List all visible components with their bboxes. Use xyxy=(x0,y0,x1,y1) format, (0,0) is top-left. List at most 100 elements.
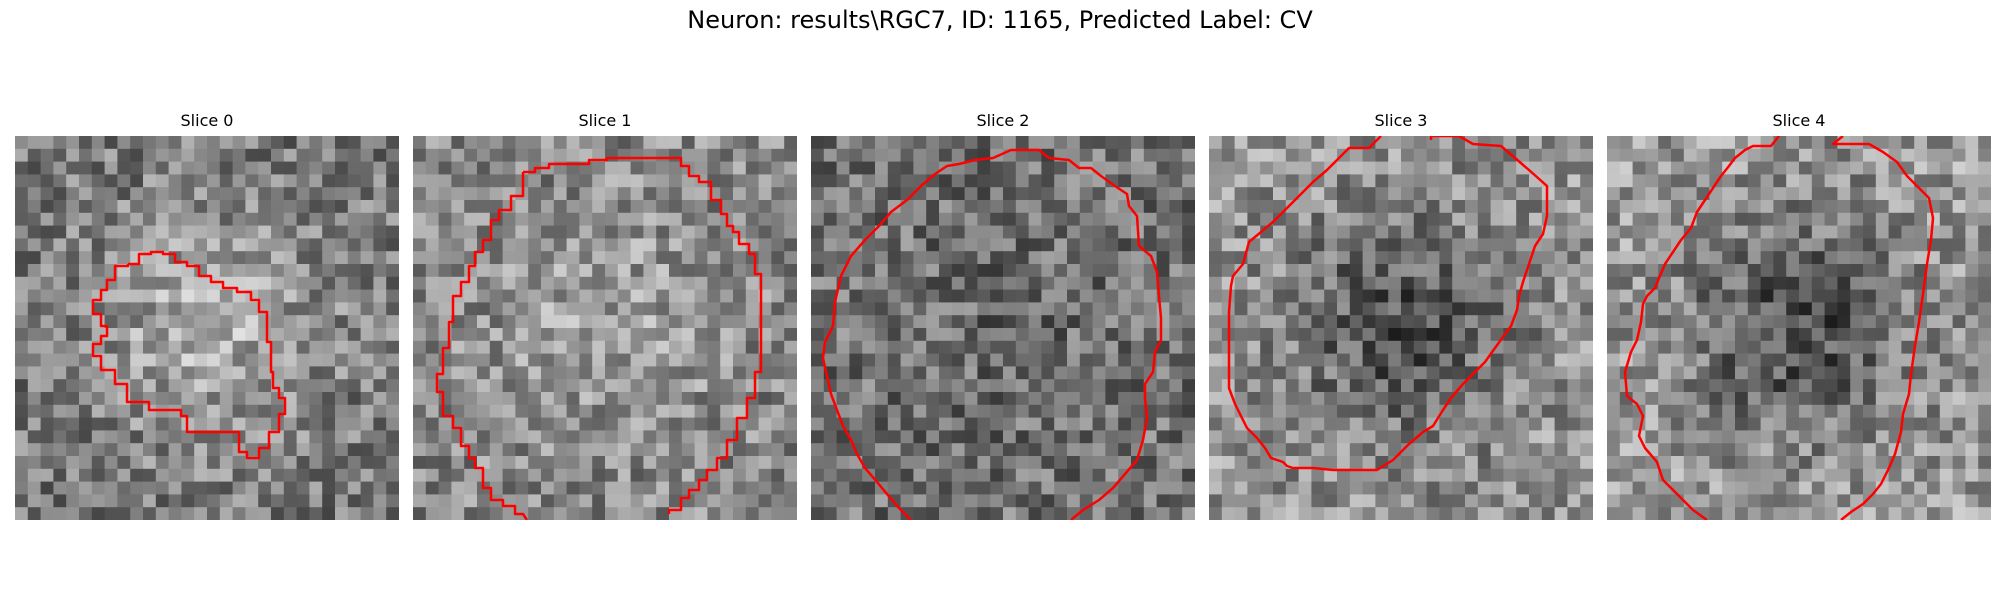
pixel xyxy=(811,264,825,278)
pixel xyxy=(207,417,221,431)
pixel xyxy=(964,161,978,175)
pixel xyxy=(707,417,721,431)
pixel xyxy=(194,212,208,227)
pixel xyxy=(875,238,889,252)
pixel xyxy=(1747,302,1762,316)
pixel xyxy=(823,404,838,419)
pixel xyxy=(515,481,529,495)
pixel xyxy=(1388,289,1402,303)
pixel xyxy=(1503,481,1517,495)
pixel xyxy=(1978,276,1991,291)
pixel xyxy=(964,404,978,419)
pixel xyxy=(1888,200,1902,214)
pixel xyxy=(1131,468,1145,483)
pixel xyxy=(1465,225,1479,239)
pixel xyxy=(1221,404,1236,419)
pixel xyxy=(849,392,863,406)
pixel xyxy=(130,187,144,201)
pixel xyxy=(1607,366,1621,380)
pixel xyxy=(1799,148,1813,163)
pixel xyxy=(1978,366,1991,380)
pixel xyxy=(939,417,953,431)
pixel xyxy=(1811,161,1826,175)
pixel xyxy=(1875,200,1890,214)
pixel xyxy=(1696,289,1710,303)
pixel xyxy=(1311,238,1325,252)
pixel xyxy=(1182,238,1195,252)
pixel xyxy=(1143,494,1158,508)
pixel xyxy=(1349,481,1364,495)
pixel xyxy=(1837,315,1851,329)
pixel xyxy=(1722,366,1736,380)
pixel xyxy=(579,507,593,520)
pixel xyxy=(1041,302,1055,316)
pixel xyxy=(1683,481,1698,495)
pixel xyxy=(1503,494,1517,508)
pixel xyxy=(502,340,516,355)
pixel xyxy=(1298,200,1312,214)
pixel xyxy=(425,174,440,188)
pixel xyxy=(219,507,234,520)
pixel xyxy=(1671,174,1685,188)
pixel xyxy=(1311,340,1325,355)
pixel xyxy=(1927,379,1941,393)
pixel xyxy=(964,494,978,508)
pixel xyxy=(1401,136,1415,150)
pixel xyxy=(1105,136,1119,150)
pixel xyxy=(541,340,555,355)
pixel xyxy=(1477,212,1492,227)
pixel xyxy=(1671,136,1685,150)
pixel xyxy=(438,494,452,508)
pixel xyxy=(1683,379,1698,393)
pixel xyxy=(605,494,619,508)
pixel xyxy=(1439,366,1453,380)
pixel xyxy=(155,200,170,214)
pixel xyxy=(219,315,234,329)
pixel xyxy=(1092,468,1106,483)
pixel xyxy=(605,251,619,265)
pixel xyxy=(1914,148,1928,163)
pixel xyxy=(964,443,978,457)
pixel xyxy=(15,187,29,201)
pixel xyxy=(489,379,504,393)
pixel xyxy=(656,468,670,483)
pixel xyxy=(939,456,953,470)
pixel xyxy=(1362,276,1376,291)
pixel xyxy=(926,225,940,239)
pixel xyxy=(1607,289,1621,303)
pixel xyxy=(489,289,504,303)
pixel xyxy=(681,328,696,342)
pixel xyxy=(1247,456,1261,470)
pixel xyxy=(168,238,182,252)
pixel xyxy=(1349,468,1364,483)
pixel xyxy=(1452,340,1466,355)
pixel xyxy=(1901,251,1915,265)
pixel xyxy=(143,187,157,201)
pixel xyxy=(1311,264,1325,278)
pixel xyxy=(528,443,542,457)
pixel xyxy=(1607,251,1621,265)
pixel xyxy=(1041,468,1055,483)
pixel xyxy=(1452,212,1466,227)
pixel xyxy=(53,353,67,367)
pixel xyxy=(823,200,838,214)
pixel xyxy=(964,353,978,367)
pixel xyxy=(53,417,67,431)
pixel xyxy=(489,353,504,367)
pixel xyxy=(1773,174,1787,188)
pixel xyxy=(1041,404,1055,419)
pixel xyxy=(373,225,387,239)
pixel xyxy=(553,507,568,520)
pixel xyxy=(1477,161,1492,175)
pixel xyxy=(1247,366,1261,380)
pixel xyxy=(1375,302,1389,316)
pixel xyxy=(579,366,593,380)
pixel xyxy=(181,328,195,342)
pixel xyxy=(322,366,336,380)
pixel xyxy=(605,468,619,483)
pixel xyxy=(1773,430,1787,444)
pixel xyxy=(335,507,349,520)
pixel xyxy=(1003,328,1017,342)
pixel xyxy=(617,328,632,342)
pixel xyxy=(630,136,644,150)
